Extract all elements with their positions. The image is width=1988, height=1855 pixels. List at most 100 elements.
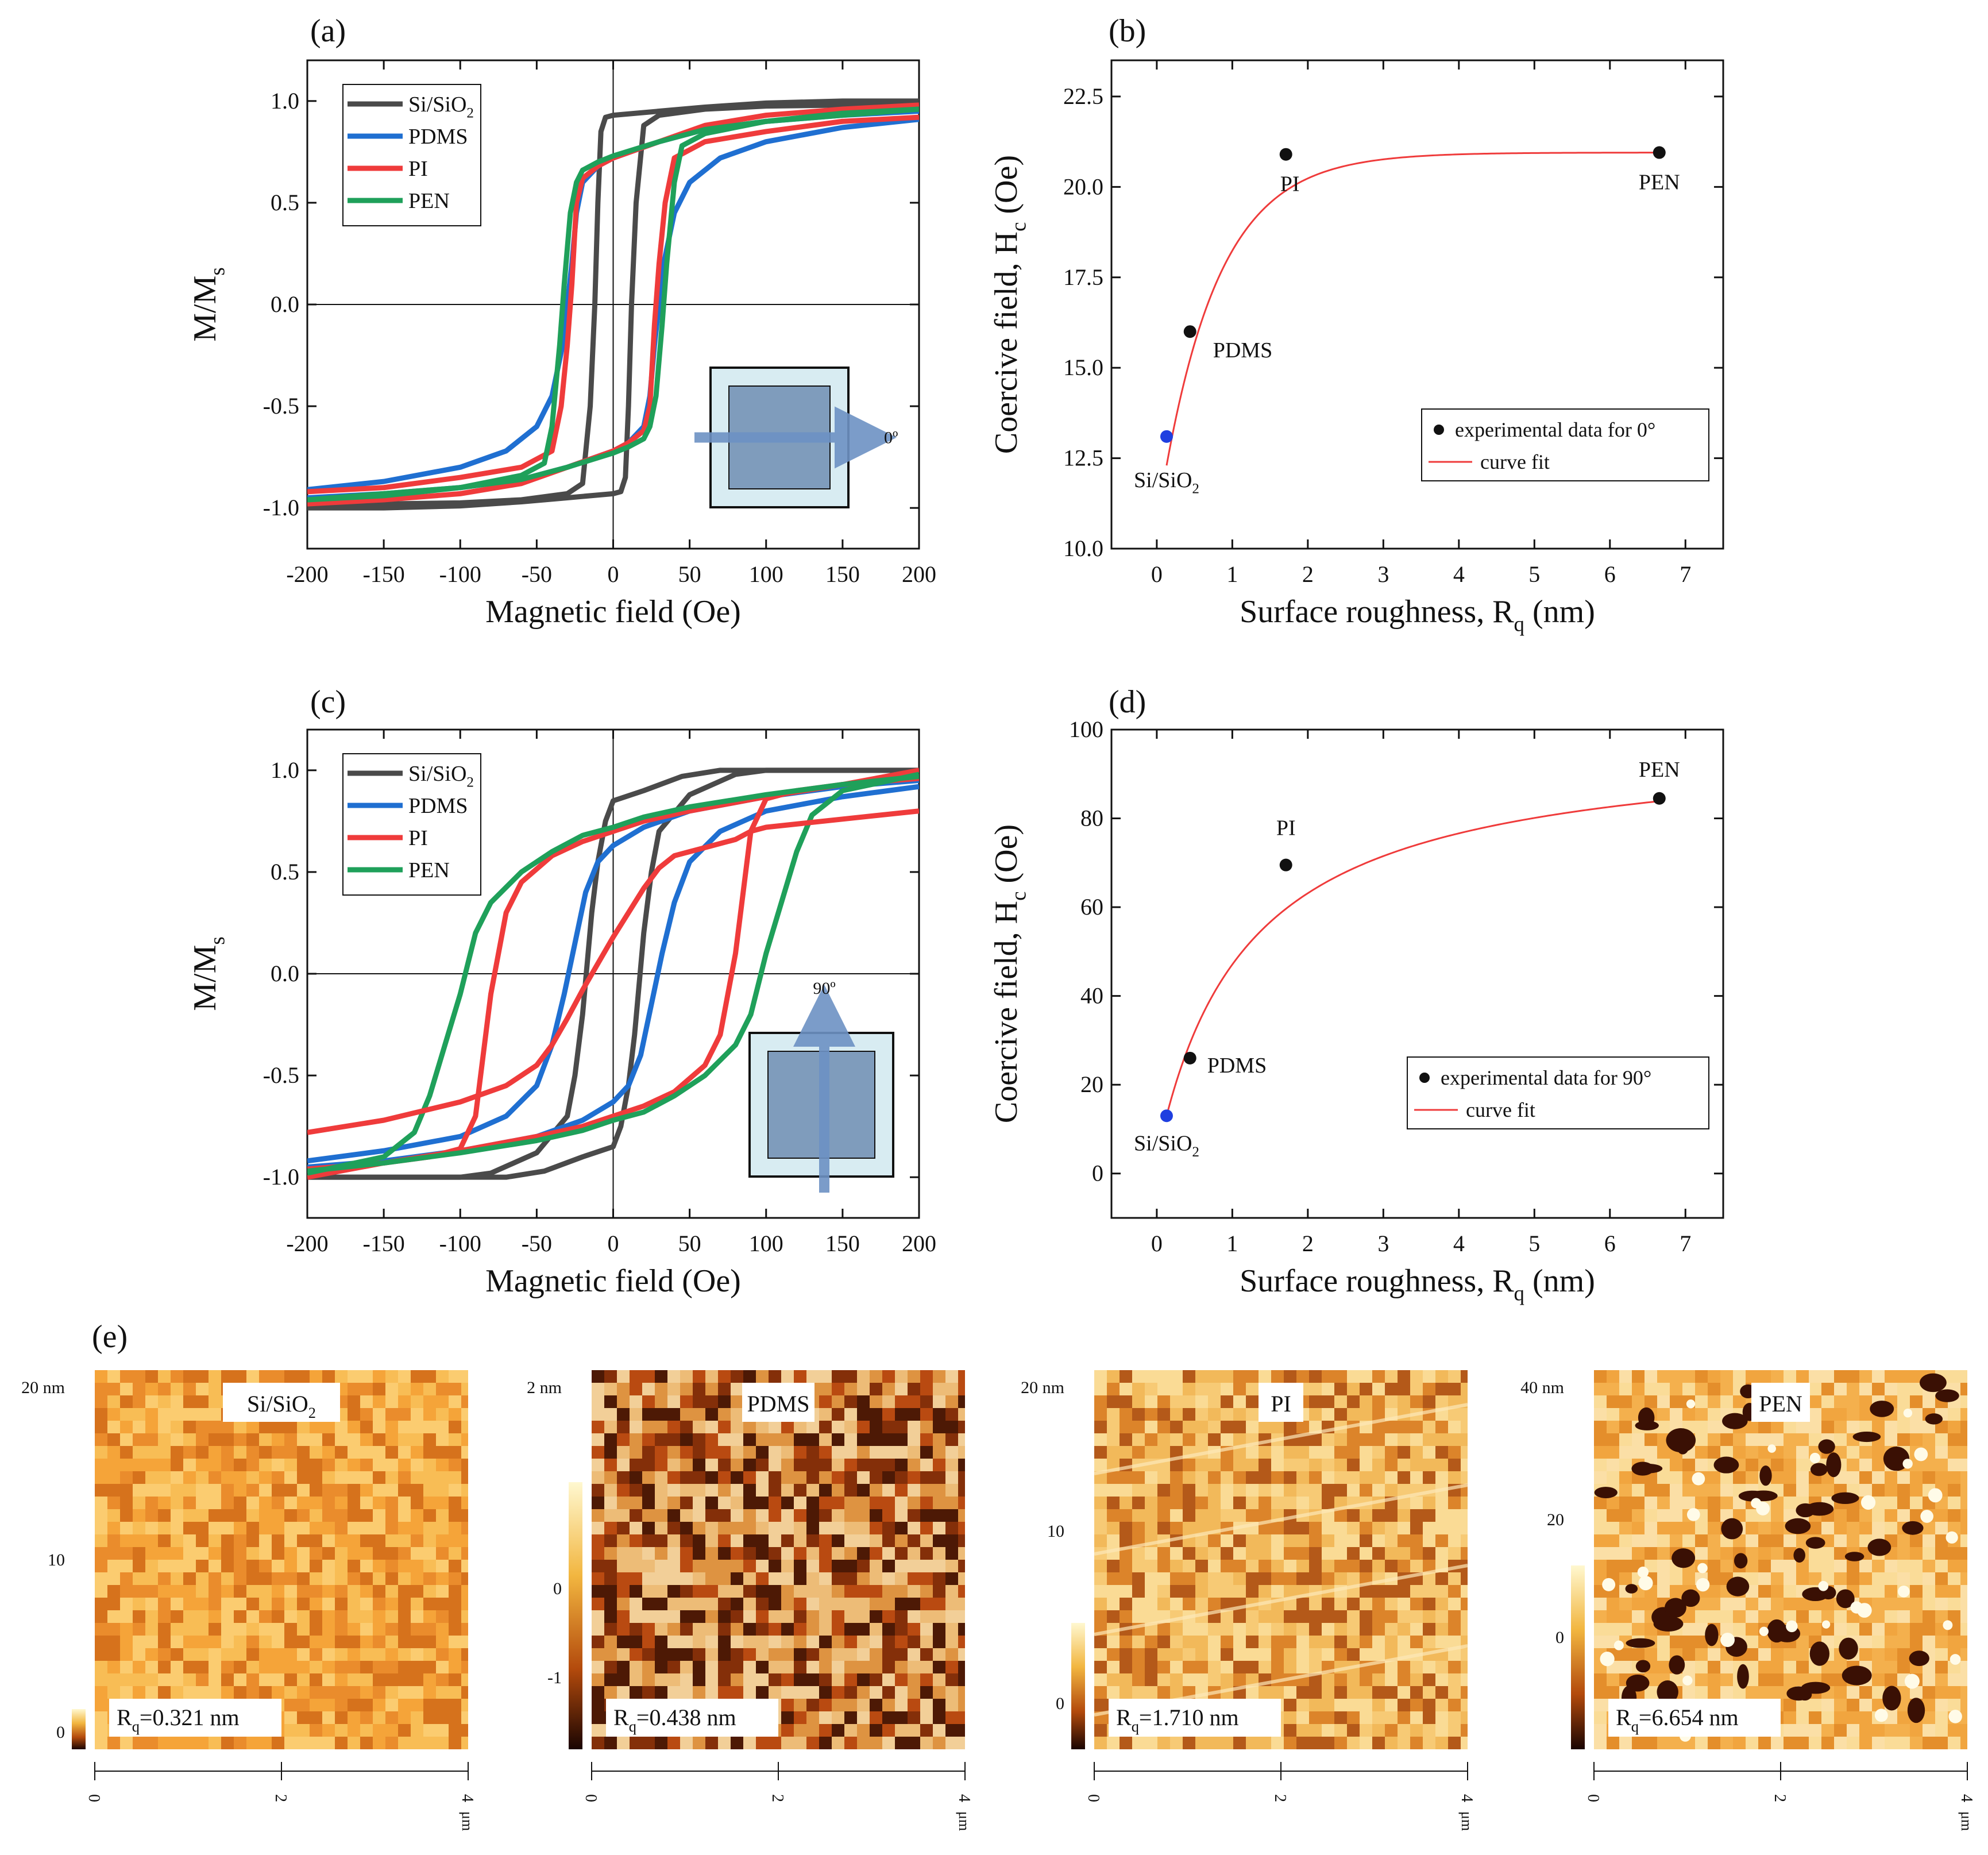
data-point-pi <box>1279 858 1292 871</box>
x-tick-label: -200 <box>286 1231 328 1256</box>
y-tick-label: 20 <box>1080 1071 1103 1097</box>
y-tick-label: 0 <box>1092 1160 1103 1186</box>
y-tick-label: 20.0 <box>1063 173 1103 199</box>
y-axis-title: M/Ms <box>187 936 229 1011</box>
x-tick-label: 5 <box>1528 561 1540 587</box>
data-point-pdms <box>1183 325 1196 338</box>
afm-bright-grain <box>1767 1444 1776 1453</box>
afm-scratch <box>1094 1483 1468 1556</box>
legend-entry: experimental data for 0° <box>1455 418 1655 441</box>
height-scale-label: 20 <box>1547 1510 1564 1529</box>
afm-bright-grain <box>1945 1531 1958 1544</box>
y-tick-label: 15.0 <box>1063 354 1103 380</box>
afm-bright-grain <box>1928 1488 1943 1503</box>
y-tick-label: 12.5 <box>1063 445 1103 471</box>
afm-grain <box>1842 1665 1872 1686</box>
afm-bright-grain <box>1600 1652 1615 1667</box>
loop-branch-return-si-sio <box>307 102 919 511</box>
y-tick-label: 0.5 <box>271 190 299 215</box>
x-tick-label: 50 <box>678 561 701 587</box>
afm-grain <box>1882 1686 1901 1711</box>
afm-bright-grain <box>1902 1459 1913 1469</box>
loop-branch-return-pi <box>307 114 919 507</box>
x-tick-label: 100 <box>749 561 783 587</box>
afm-grain <box>1638 1407 1655 1428</box>
y-tick-label: 80 <box>1080 805 1103 831</box>
legend-entry: Si/SiO2 <box>408 762 474 790</box>
x-tick-label: 0 <box>1151 1231 1163 1256</box>
y-tick-label: 100 <box>1069 716 1103 742</box>
panel-b: (b) 0 1 2 3 4 5 6 7 10.0 12.5 15.0 17.5 20.0 22.5 Surfa… <box>989 13 1724 636</box>
lateral-axis-unit: μm <box>459 1811 476 1831</box>
x-tick-label: -50 <box>522 1231 552 1256</box>
afm-title: PDMS <box>747 1391 810 1417</box>
afm-grain <box>1805 1537 1825 1549</box>
panel-label: (d) <box>1109 684 1146 720</box>
y-tick-label: 1.0 <box>271 88 299 114</box>
afm-title: PI <box>1271 1391 1291 1417</box>
afm-grain <box>1909 1650 1929 1667</box>
x-tick-label: 6 <box>1604 1231 1616 1256</box>
afm-title-bg <box>223 1383 340 1422</box>
afm-title: Si/SiO2 <box>247 1391 316 1421</box>
panel-a: (a) -200 -150 -100 -50 0 50 100 150 200 -1.0 -0.5 0.… <box>187 13 936 630</box>
data-point-label: PI <box>1276 816 1296 840</box>
x-tick-label: 0 <box>1151 561 1163 587</box>
afm-grain <box>1831 1492 1859 1504</box>
afm-bright-grain <box>1948 1710 1962 1723</box>
afm-bright-grain <box>1786 1620 1798 1633</box>
x-tick-label: 4 <box>1453 1231 1465 1256</box>
afm-bright-grain <box>1751 1498 1762 1509</box>
afm-bright-grain <box>1686 1399 1696 1409</box>
data-point-si-sio <box>1160 1109 1173 1123</box>
afm-bright-grain <box>1720 1633 1735 1647</box>
afm-image-si-sio: Si/SiO2 Rq=0.321 nm 20 nm 10 0 0 2 4 μm <box>21 1370 476 1831</box>
afm-bright-grain <box>1898 1585 1910 1598</box>
y-tick-label: 0.0 <box>271 961 299 986</box>
height-scale-label: 0 <box>56 1723 65 1742</box>
afm-grain <box>1653 1616 1684 1632</box>
field-angle-label: 0º <box>884 429 898 448</box>
y-tick-label: -0.5 <box>263 1062 299 1088</box>
x-tick-label: 2 <box>1302 561 1314 587</box>
lateral-axis-label: 2 <box>272 1794 289 1802</box>
legend-entry: PEN <box>408 189 450 213</box>
y-tick-label: -1.0 <box>263 1164 299 1190</box>
y-tick-label: 40 <box>1080 983 1103 1009</box>
afm-grain <box>1809 1641 1829 1666</box>
afm-scratch <box>1094 1564 1468 1636</box>
legend-marker <box>1419 1073 1430 1083</box>
rq-value: Rq=0.321 nm <box>117 1704 240 1735</box>
afm-bright-grain <box>1818 1580 1829 1591</box>
afm-bright-grain <box>1850 1601 1863 1614</box>
y-axis-title: M/Ms <box>187 267 229 342</box>
panel-label: (c) <box>310 684 346 720</box>
x-tick-label: 50 <box>678 1231 701 1256</box>
x-axis-title: Surface roughness, Rq (nm) <box>1240 1263 1595 1305</box>
x-tick-label: -150 <box>362 1231 404 1256</box>
panel-d: (d) 0 1 2 3 4 5 6 7 0 20 40 60 80 100 Surface roughness… <box>989 684 1724 1305</box>
afm-bright-grain <box>1637 1566 1649 1578</box>
y-tick-label: 60 <box>1080 894 1103 920</box>
data-point-label: PI <box>1280 172 1300 196</box>
x-tick-label: 200 <box>902 561 936 587</box>
afm-bright-grain <box>1697 1563 1708 1574</box>
y-tick-label: -1.0 <box>263 495 299 520</box>
afm-bright-grain <box>1682 1675 1693 1686</box>
curve-fit-line <box>1165 152 1659 466</box>
legend-entry: PI <box>408 157 428 181</box>
y-axis-title: Coercive field, Hc (Oe) <box>989 824 1030 1123</box>
lateral-axis-label: 2 <box>1271 1794 1289 1802</box>
afm-grain <box>1669 1655 1685 1675</box>
hysteresis-loops <box>307 768 919 1180</box>
afm-grain <box>1625 1584 1638 1594</box>
x-tick-label: 6 <box>1604 561 1616 587</box>
afm-scratch <box>1094 1403 1468 1475</box>
afm-grain <box>1626 1638 1655 1648</box>
x-tick-label: 3 <box>1377 1231 1389 1256</box>
height-scale-label: 0 <box>553 1579 562 1598</box>
afm-bright-grain <box>1809 1452 1821 1464</box>
data-point-pdms <box>1183 1051 1196 1065</box>
x-tick-label: 5 <box>1528 1231 1540 1256</box>
x-tick-label: 1 <box>1226 1231 1238 1256</box>
